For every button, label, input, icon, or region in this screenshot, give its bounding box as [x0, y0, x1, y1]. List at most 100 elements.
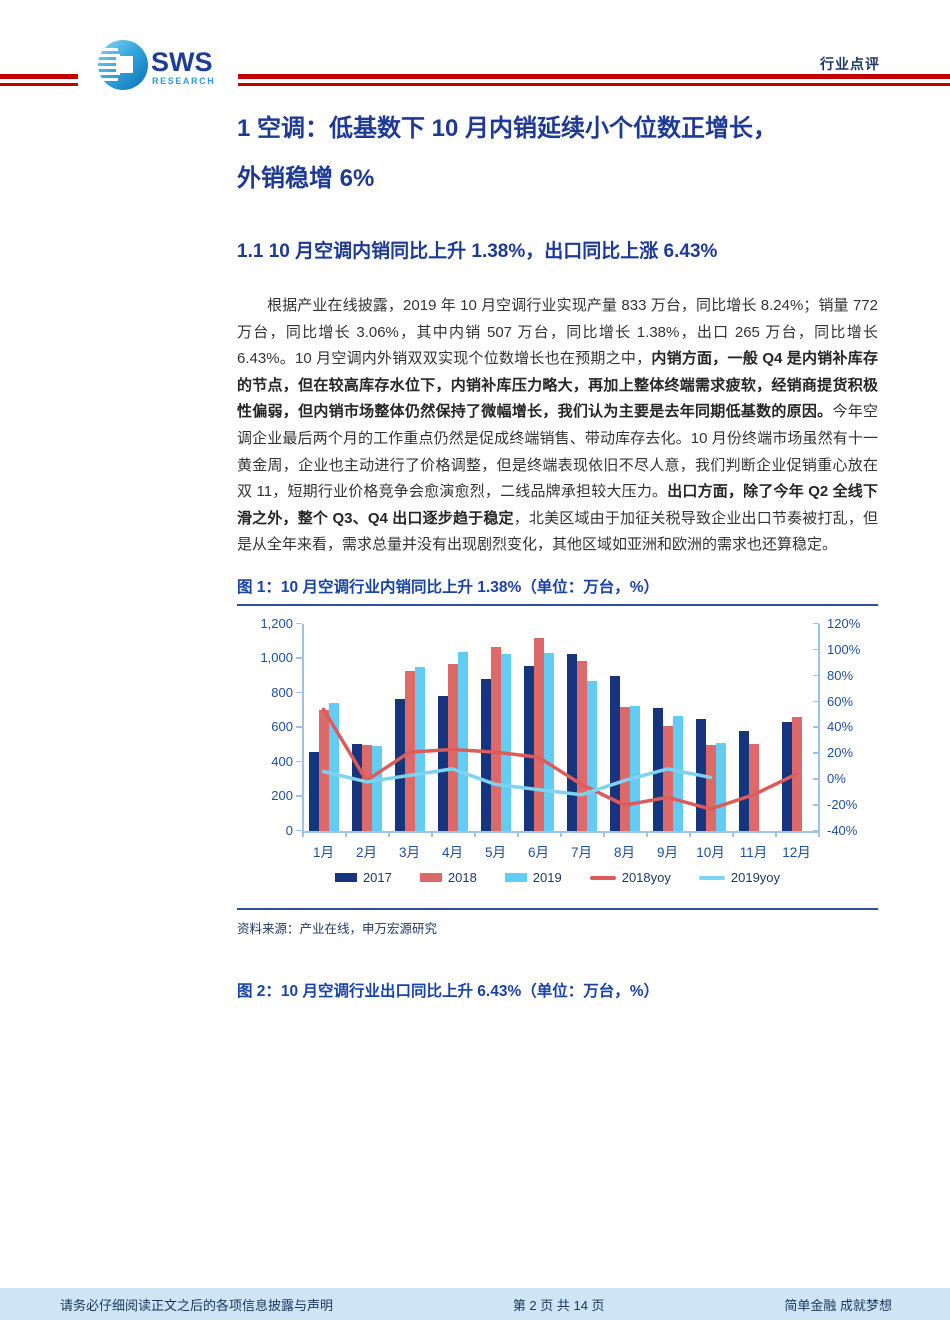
bar-2018-9月: [662, 725, 673, 831]
x-axis-tick: [646, 830, 648, 837]
bar-2018-8月: [619, 706, 630, 831]
page-footer: 请务必仔细阅读正文之后的各项信息披露与声明 第 2 页 共 14 页 简单金融 …: [0, 1288, 950, 1320]
y2-axis-label: 120%: [827, 615, 861, 631]
x-axis-label: 10月: [696, 844, 725, 860]
y-axis-tick: [296, 691, 302, 694]
x-axis-tick: [560, 830, 562, 837]
bar-2018-7月: [576, 661, 587, 831]
line-2018yoy: [321, 707, 799, 811]
paragraph-segment: 根据产业在线披露，2019 年 10 月空调行业实现产量 833 万台，同比增长…: [237, 297, 878, 368]
legend-label: 2017: [362, 870, 392, 886]
x-axis-tick: [732, 830, 734, 837]
x-axis-label: 1月: [312, 844, 334, 860]
x-axis-label: 12月: [782, 844, 811, 860]
y2-axis-tick: [813, 829, 819, 832]
x-axis-tick: [474, 830, 476, 837]
y-axis-label: 0: [285, 822, 293, 838]
bar-2017-7月: [566, 654, 577, 831]
y-axis-tick: [296, 795, 302, 797]
x-axis-label: 2月: [355, 844, 377, 860]
legend-swatch-2018yoy: [589, 876, 616, 880]
bar-2017-9月: [652, 708, 663, 831]
x-axis-tick: [345, 830, 347, 837]
figure-1-source: 资料来源：产业在线，申万宏源研究: [237, 921, 438, 936]
y2-axis-label: 20%: [827, 745, 854, 761]
y2-axis-label: 100%: [827, 641, 861, 657]
legend-swatch-2017: [334, 873, 357, 883]
legend-label: 2018: [447, 870, 477, 886]
bar-2019-9月: [672, 716, 683, 831]
y-axis-tick: [296, 657, 302, 659]
x-axis-label: 5月: [484, 844, 506, 860]
legend-item-2017: 2017: [334, 870, 392, 886]
y2-axis-tick: [813, 752, 819, 754]
legend-swatch-2018: [419, 873, 442, 883]
legend-swatch-2019: [504, 873, 527, 883]
paragraph-segment: 今年空调企业最后两个月的工作重点仍然是促成终端销售、带动库存去化。10 月份终端…: [237, 403, 878, 501]
legend-label: 2019yoy: [730, 870, 781, 886]
x-axis-tick: [388, 830, 390, 837]
sws-logo-icon: SWS RESEARCH: [98, 40, 215, 90]
x-axis-tick: [775, 830, 777, 837]
logo-subtext: RESEARCH: [152, 76, 215, 86]
bar-2019-5月: [500, 654, 511, 831]
header-rule-left: [0, 74, 78, 86]
y2-axis-label: 80%: [827, 667, 854, 683]
legend-item-2019yoy: 2019yoy: [698, 870, 781, 886]
bar-2019-1月: [328, 703, 339, 831]
y2-axis-tick: [813, 700, 819, 703]
y-axis-tick: [296, 622, 302, 625]
logo-text: SWS: [151, 47, 213, 77]
x-axis-tick: [302, 830, 304, 837]
footer-slogan: 简单金融 成就梦想: [784, 1297, 892, 1313]
figure-1-title: 图 1：10 月空调行业内销同比上升 1.38%（单位：万台，%）: [237, 575, 878, 606]
bar-2019-8月: [629, 705, 640, 831]
legend-item-2018yoy: 2018yoy: [589, 870, 671, 886]
bar-2018-6月: [533, 637, 544, 831]
figure-1-bottom-rule: [237, 907, 878, 910]
sws-logo: SWS RESEARCH: [96, 38, 216, 97]
x-axis-label: 9月: [656, 844, 678, 860]
legend-label: 2019: [532, 870, 562, 886]
legend-item-2019: 2019: [504, 870, 562, 886]
y-axis-right: [818, 623, 820, 831]
y2-axis-tick: [813, 726, 819, 728]
line-2019yoy: [321, 767, 713, 797]
figure-2-title: 图 2：10 月空调行业出口同比上升 6.43%（单位：万台，%）: [237, 982, 660, 1000]
figure-1-legend: 2017 2018 2019 2018yoy 2019yoy: [237, 868, 878, 888]
bar-2019-10月: [715, 743, 726, 831]
bar-2017-5月: [480, 679, 491, 831]
x-axis-tick: [689, 830, 691, 837]
paragraph-bold-segment: 出口方面，除了今年 Q2 全线下滑之外，整个 Q3、Q4 出口逐步趋于稳定: [237, 483, 878, 527]
bar-2019-7月: [586, 681, 597, 831]
y2-axis-label: -20%: [827, 797, 858, 813]
y2-axis-label: 40%: [827, 719, 854, 735]
body-paragraph: 根据产业在线披露，2019 年 10 月空调行业实现产量 833 万台，同比增长…: [237, 293, 878, 559]
yoy-lines-layer: [321, 707, 799, 811]
section-heading-line1: 1 空调：低基数下 10 月内销延续小个位数正增长，: [237, 115, 778, 142]
y-axis-label: 200: [271, 788, 293, 804]
y-axis-label: 1,000: [260, 650, 293, 666]
bar-2019-2月: [371, 746, 382, 831]
report-type-label: 行业点评: [820, 56, 880, 72]
y-axis-tick: [296, 829, 302, 832]
x-axis-label: 7月: [570, 844, 592, 860]
bar-2018-2月: [361, 744, 372, 831]
y2-axis-tick: [813, 804, 819, 806]
legend-item-2018: 2018: [419, 870, 477, 886]
y-axis-tick: [296, 726, 302, 728]
x-axis-label: 8月: [613, 844, 635, 860]
y-axis-tick: [296, 760, 302, 763]
x-axis-label: 3月: [398, 844, 420, 860]
x-axis-label: 11月: [739, 844, 768, 860]
bar-2017-11月: [738, 730, 749, 831]
y-axis-label: 800: [271, 684, 293, 700]
y-axis-left: [302, 623, 304, 831]
figure-1: 图 1：10 月空调行业内销同比上升 1.38%（单位：万台，%） 0 200 40…: [237, 575, 878, 937]
bar-2018-5月: [490, 647, 501, 831]
legend-label: 2018yoy: [621, 870, 671, 886]
footer-disclaimer: 请务必仔细阅读正文之后的各项信息披露与声明: [60, 1297, 334, 1313]
x-axis-label: 4月: [441, 844, 463, 860]
bar-2019-3月: [414, 667, 425, 831]
y2-axis-tick: [813, 674, 819, 677]
